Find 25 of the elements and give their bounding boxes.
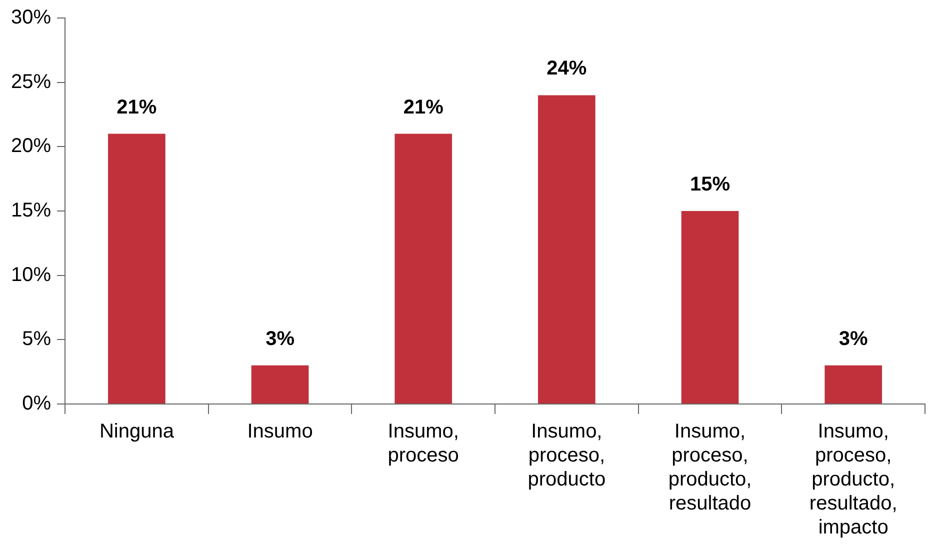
y-tick-label: 30%	[11, 6, 52, 29]
data-label: 3%	[838, 328, 868, 350]
y-tick-label: 25%	[11, 70, 52, 93]
bar	[251, 365, 309, 404]
x-tick-label: Ninguna	[99, 420, 175, 443]
x-tick-label: Insumo, proceso	[388, 420, 459, 467]
x-tick-label: Insumo	[247, 420, 313, 443]
data-label: 3%	[266, 328, 295, 350]
data-label: 15%	[690, 174, 730, 196]
bar	[681, 211, 739, 404]
bar	[538, 95, 596, 404]
y-tick-label: 15%	[11, 200, 52, 222]
x-tick-label: Insumo, proceso, producto, resultado, impacto	[809, 420, 898, 539]
x-tick-label: Insumo, proceso, producto, resultado	[668, 420, 752, 515]
data-label: 24%	[546, 58, 587, 80]
y-tick-label: 5%	[22, 328, 52, 350]
data-label: 21%	[403, 96, 444, 118]
x-tick-label: Insumo, proceso, producto	[528, 420, 606, 491]
y-tick-label: 10%	[11, 264, 52, 286]
y-tick-label: 20%	[11, 135, 52, 158]
bar	[824, 365, 882, 404]
bar	[394, 134, 452, 404]
y-tick-label: 0%	[22, 392, 52, 415]
bar	[108, 134, 166, 404]
data-label: 21%	[116, 96, 157, 118]
